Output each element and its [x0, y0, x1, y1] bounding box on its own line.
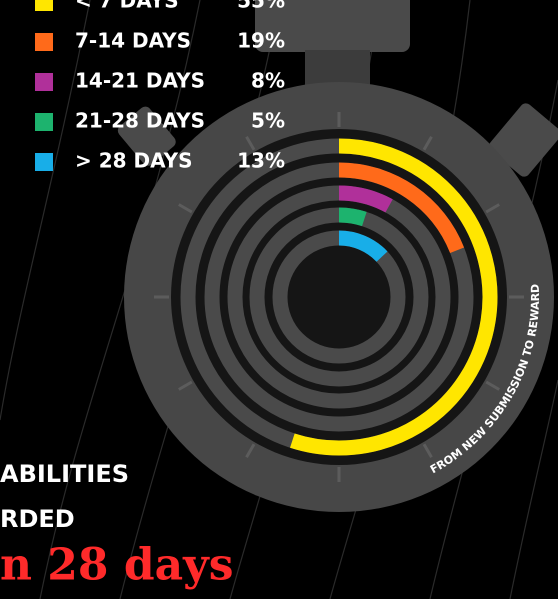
legend-label: > 28 DAYS: [75, 149, 193, 173]
headline-emphasis: n 28 days: [0, 540, 233, 591]
infographic: < 7 DAYS 55% 7-14 DAYS 19% 14-21 DAYS 8% 21-28…: [0, 0, 558, 599]
legend-value: 19%: [237, 29, 285, 53]
legend-value: 13%: [237, 149, 285, 173]
legend-label: 14-21 DAYS: [75, 69, 205, 93]
legend-label: 7-14 DAYS: [75, 29, 191, 53]
legend-label: < 7 DAYS: [75, 0, 179, 13]
legend-swatch: [35, 113, 53, 131]
legend-value: 55%: [237, 0, 285, 13]
legend-label: 21-28 DAYS: [75, 109, 205, 133]
headline-line: ABILITIES: [0, 460, 129, 488]
legend-swatch: [35, 33, 53, 51]
watch-face: [171, 129, 507, 465]
arc: [339, 215, 364, 219]
legend-swatch: [35, 153, 53, 171]
headline-line: RDED: [0, 505, 75, 533]
legend-value: 8%: [251, 69, 285, 93]
legend-value: 5%: [251, 109, 285, 133]
legend-swatch: [35, 0, 53, 11]
legend-swatch: [35, 73, 53, 91]
